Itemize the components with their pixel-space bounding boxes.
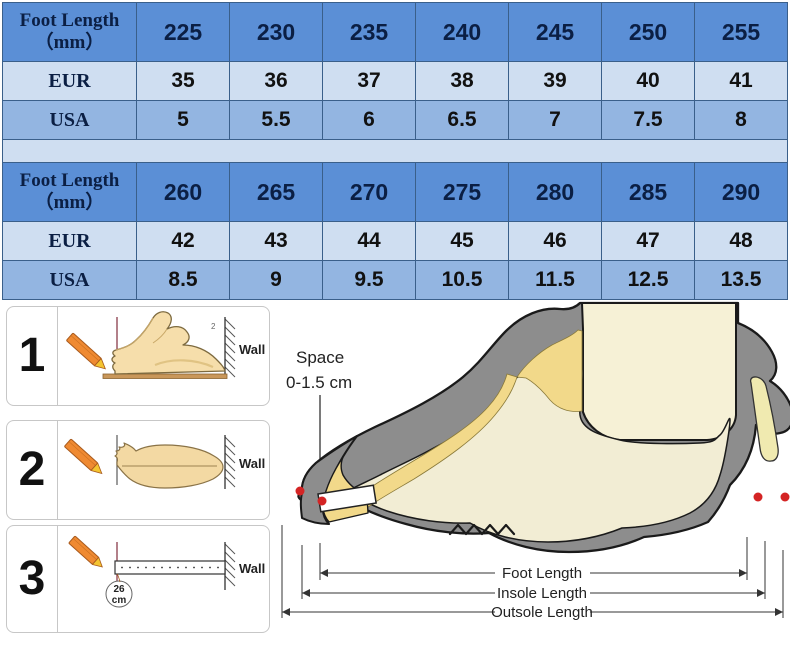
- svg-text:26: 26: [113, 584, 125, 595]
- svg-text:Outsole Length: Outsole Length: [491, 604, 593, 621]
- svg-text:2: 2: [211, 322, 216, 331]
- svg-text:Insole Length: Insole Length: [497, 585, 587, 602]
- svg-text:cm: cm: [112, 595, 127, 606]
- svg-text:Space: Space: [296, 348, 344, 367]
- svg-text:0-1.5 cm: 0-1.5 cm: [286, 373, 352, 392]
- svg-text:Wall: Wall: [239, 342, 265, 357]
- svg-text:Wall: Wall: [239, 561, 265, 576]
- svg-text:Foot Length: Foot Length: [502, 565, 582, 582]
- svg-text:Wall: Wall: [239, 456, 265, 471]
